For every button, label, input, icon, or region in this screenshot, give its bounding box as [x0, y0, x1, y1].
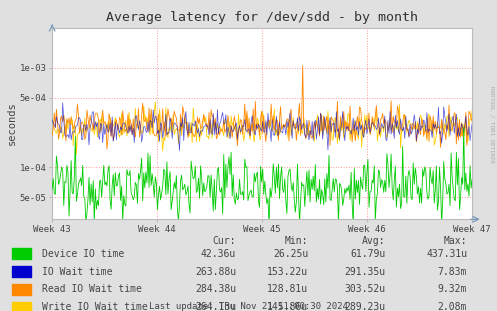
Text: Cur:: Cur:: [213, 236, 236, 246]
Text: 303.52u: 303.52u: [344, 285, 385, 295]
FancyBboxPatch shape: [12, 284, 31, 295]
FancyBboxPatch shape: [12, 302, 31, 311]
Text: 42.36u: 42.36u: [201, 249, 236, 259]
FancyBboxPatch shape: [12, 248, 31, 259]
Text: Device IO time: Device IO time: [42, 249, 124, 259]
Text: 128.81u: 128.81u: [267, 285, 308, 295]
Text: 2.08m: 2.08m: [438, 302, 467, 311]
Y-axis label: seconds: seconds: [7, 102, 17, 146]
Text: 145.86u: 145.86u: [267, 302, 308, 311]
Text: 61.79u: 61.79u: [350, 249, 385, 259]
Text: 26.25u: 26.25u: [273, 249, 308, 259]
Text: 263.88u: 263.88u: [195, 267, 236, 276]
Text: 264.13u: 264.13u: [195, 302, 236, 311]
Text: Read IO Wait time: Read IO Wait time: [42, 285, 142, 295]
Text: Avg:: Avg:: [362, 236, 385, 246]
Text: 291.35u: 291.35u: [344, 267, 385, 276]
Text: 7.83m: 7.83m: [438, 267, 467, 276]
Text: 153.22u: 153.22u: [267, 267, 308, 276]
Text: RRDTOOL / TOBI OETIKER: RRDTOOL / TOBI OETIKER: [489, 86, 494, 163]
Text: Max:: Max:: [444, 236, 467, 246]
Title: Average latency for /dev/sdd - by month: Average latency for /dev/sdd - by month: [106, 11, 418, 24]
Text: Last update: Thu Nov 21 11:00:30 2024: Last update: Thu Nov 21 11:00:30 2024: [149, 302, 348, 311]
Text: 289.23u: 289.23u: [344, 302, 385, 311]
Text: IO Wait time: IO Wait time: [42, 267, 113, 276]
Text: Min:: Min:: [285, 236, 308, 246]
Text: 437.31u: 437.31u: [426, 249, 467, 259]
Text: Write IO Wait time: Write IO Wait time: [42, 302, 148, 311]
Text: 284.38u: 284.38u: [195, 285, 236, 295]
FancyBboxPatch shape: [12, 266, 31, 277]
Text: 9.32m: 9.32m: [438, 285, 467, 295]
